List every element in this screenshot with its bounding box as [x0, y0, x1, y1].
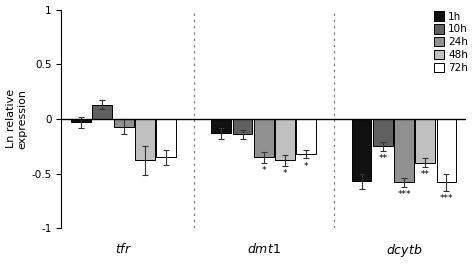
Text: $\it{dcytb}$: $\it{dcytb}$	[386, 242, 422, 260]
Bar	[211, 119, 231, 133]
Bar	[114, 119, 134, 126]
Text: *: *	[283, 169, 287, 178]
Bar	[394, 119, 414, 182]
Text: ***: ***	[397, 190, 411, 199]
Bar	[437, 119, 456, 182]
Legend: 1h, 10h, 24h, 48h, 72h: 1h, 10h, 24h, 48h, 72h	[433, 10, 469, 74]
Bar	[373, 119, 392, 146]
Text: *: *	[262, 166, 266, 175]
Bar	[254, 119, 273, 157]
Bar	[156, 119, 176, 157]
Bar	[415, 119, 435, 163]
Text: **: **	[421, 170, 430, 179]
Bar	[296, 119, 316, 154]
Text: **: **	[378, 154, 387, 163]
Bar	[275, 119, 295, 161]
Bar	[92, 105, 112, 119]
Text: $\it{dmt1}$: $\it{dmt1}$	[247, 242, 281, 256]
Text: ***: ***	[440, 194, 453, 203]
Bar	[352, 119, 372, 181]
Y-axis label: Ln relative
expression: Ln relative expression	[6, 89, 27, 149]
Bar	[233, 119, 253, 134]
Bar	[71, 119, 91, 122]
Bar	[135, 119, 155, 161]
Text: $\it{tfr}$: $\it{tfr}$	[115, 242, 132, 256]
Text: *: *	[304, 162, 309, 171]
